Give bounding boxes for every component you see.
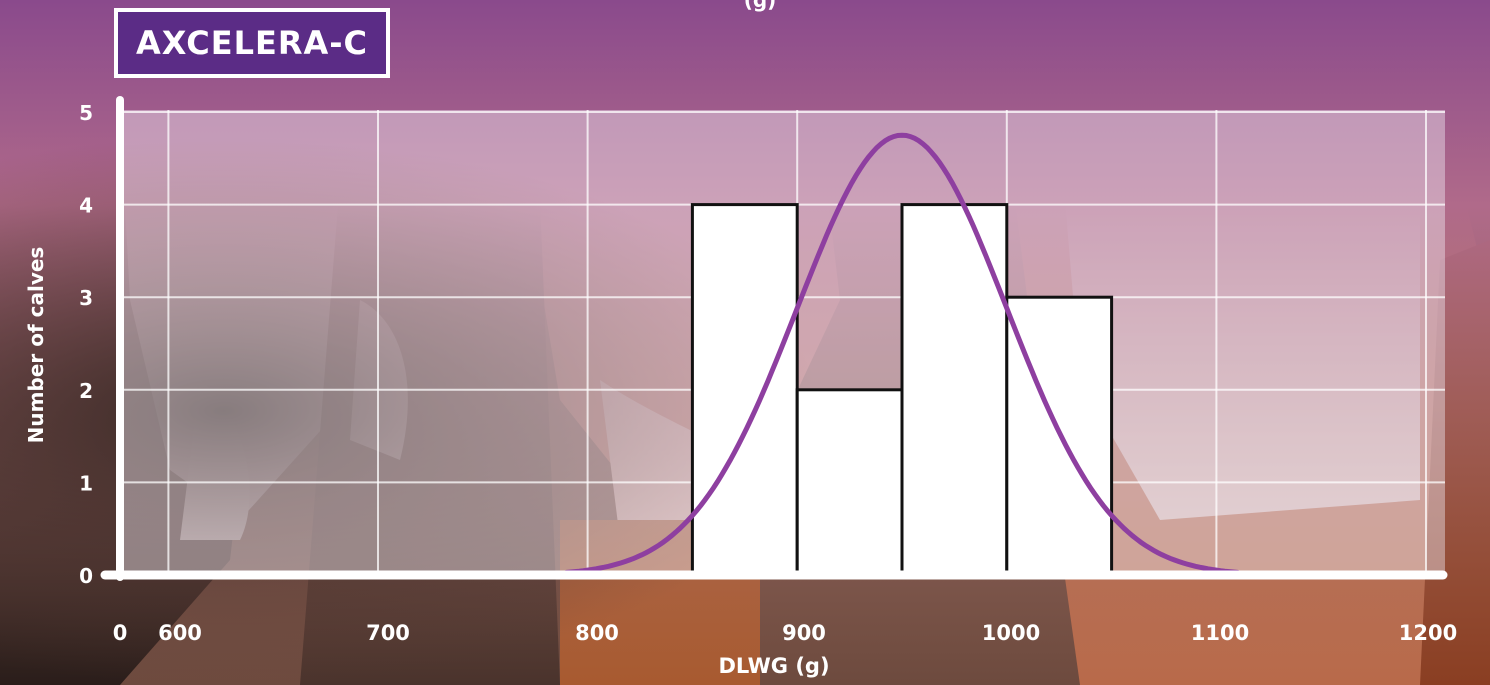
histogram-bar [690, 203, 799, 577]
y-tick-label: 0 [79, 564, 93, 588]
y-tick-label: 3 [79, 286, 93, 310]
y-tick-label: 5 [79, 101, 93, 125]
y-tick-label: 2 [79, 379, 93, 403]
y-tick-label: 4 [79, 194, 93, 218]
histogram-bar [795, 388, 904, 577]
cropped-chart-title: (g) [743, 0, 777, 12]
x-tick-label: 1200 [1399, 621, 1457, 645]
histogram-bar [1005, 295, 1114, 577]
x-tick-label: 600 [158, 621, 202, 645]
x-tick-label: 700 [366, 621, 410, 645]
histogram-bar [900, 203, 1009, 577]
x-tick-label: 900 [782, 621, 826, 645]
x-tick-label: 1000 [982, 621, 1040, 645]
normal-distribution-curve [564, 132, 1240, 575]
y-tick-label: 1 [79, 471, 93, 495]
x-tick-label: 1100 [1191, 621, 1249, 645]
x-tick-label: 800 [575, 621, 619, 645]
x-axis-label: DLWG (g) [718, 654, 830, 678]
product-badge: AXCELERA-C [114, 8, 390, 78]
x-tick-label: 0 [113, 621, 128, 645]
